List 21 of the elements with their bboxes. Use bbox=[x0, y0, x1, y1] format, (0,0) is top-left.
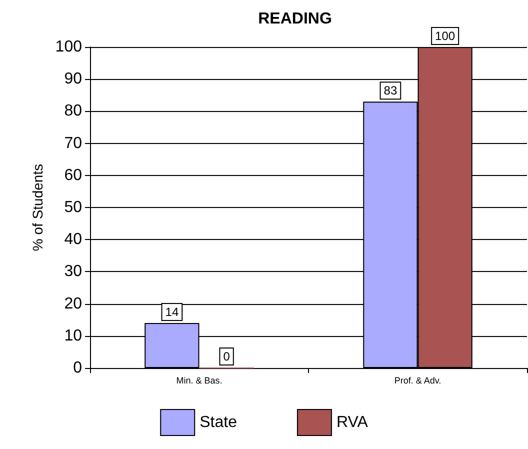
legend-label: RVA bbox=[336, 414, 368, 431]
data-label: 14 bbox=[165, 305, 179, 320]
y-tick-label: 10 bbox=[64, 327, 82, 344]
y-tick-label: 100 bbox=[55, 38, 82, 56]
legend-label: State bbox=[200, 414, 238, 431]
y-tick-label: 0 bbox=[73, 360, 82, 376]
x-tick-label: Min. & Bas. bbox=[176, 376, 222, 386]
y-tick-label: 50 bbox=[64, 199, 82, 216]
y-tick-label: 20 bbox=[64, 295, 82, 312]
y-tick-label: 90 bbox=[64, 70, 82, 88]
y-axis-title: % of Students bbox=[29, 164, 46, 252]
data-label: 83 bbox=[384, 84, 398, 98]
y-tick-label: 40 bbox=[64, 231, 82, 248]
y-tick-label: 30 bbox=[64, 263, 82, 280]
data-label: 0 bbox=[223, 350, 230, 364]
data-label: 100 bbox=[435, 29, 456, 43]
y-tick-label: 70 bbox=[64, 134, 82, 152]
x-tick-label: Prof. & Adv. bbox=[394, 376, 442, 386]
y-tick-label: 60 bbox=[64, 166, 82, 184]
y-tick-label: 80 bbox=[64, 102, 82, 120]
chart-title: READING bbox=[258, 10, 332, 28]
